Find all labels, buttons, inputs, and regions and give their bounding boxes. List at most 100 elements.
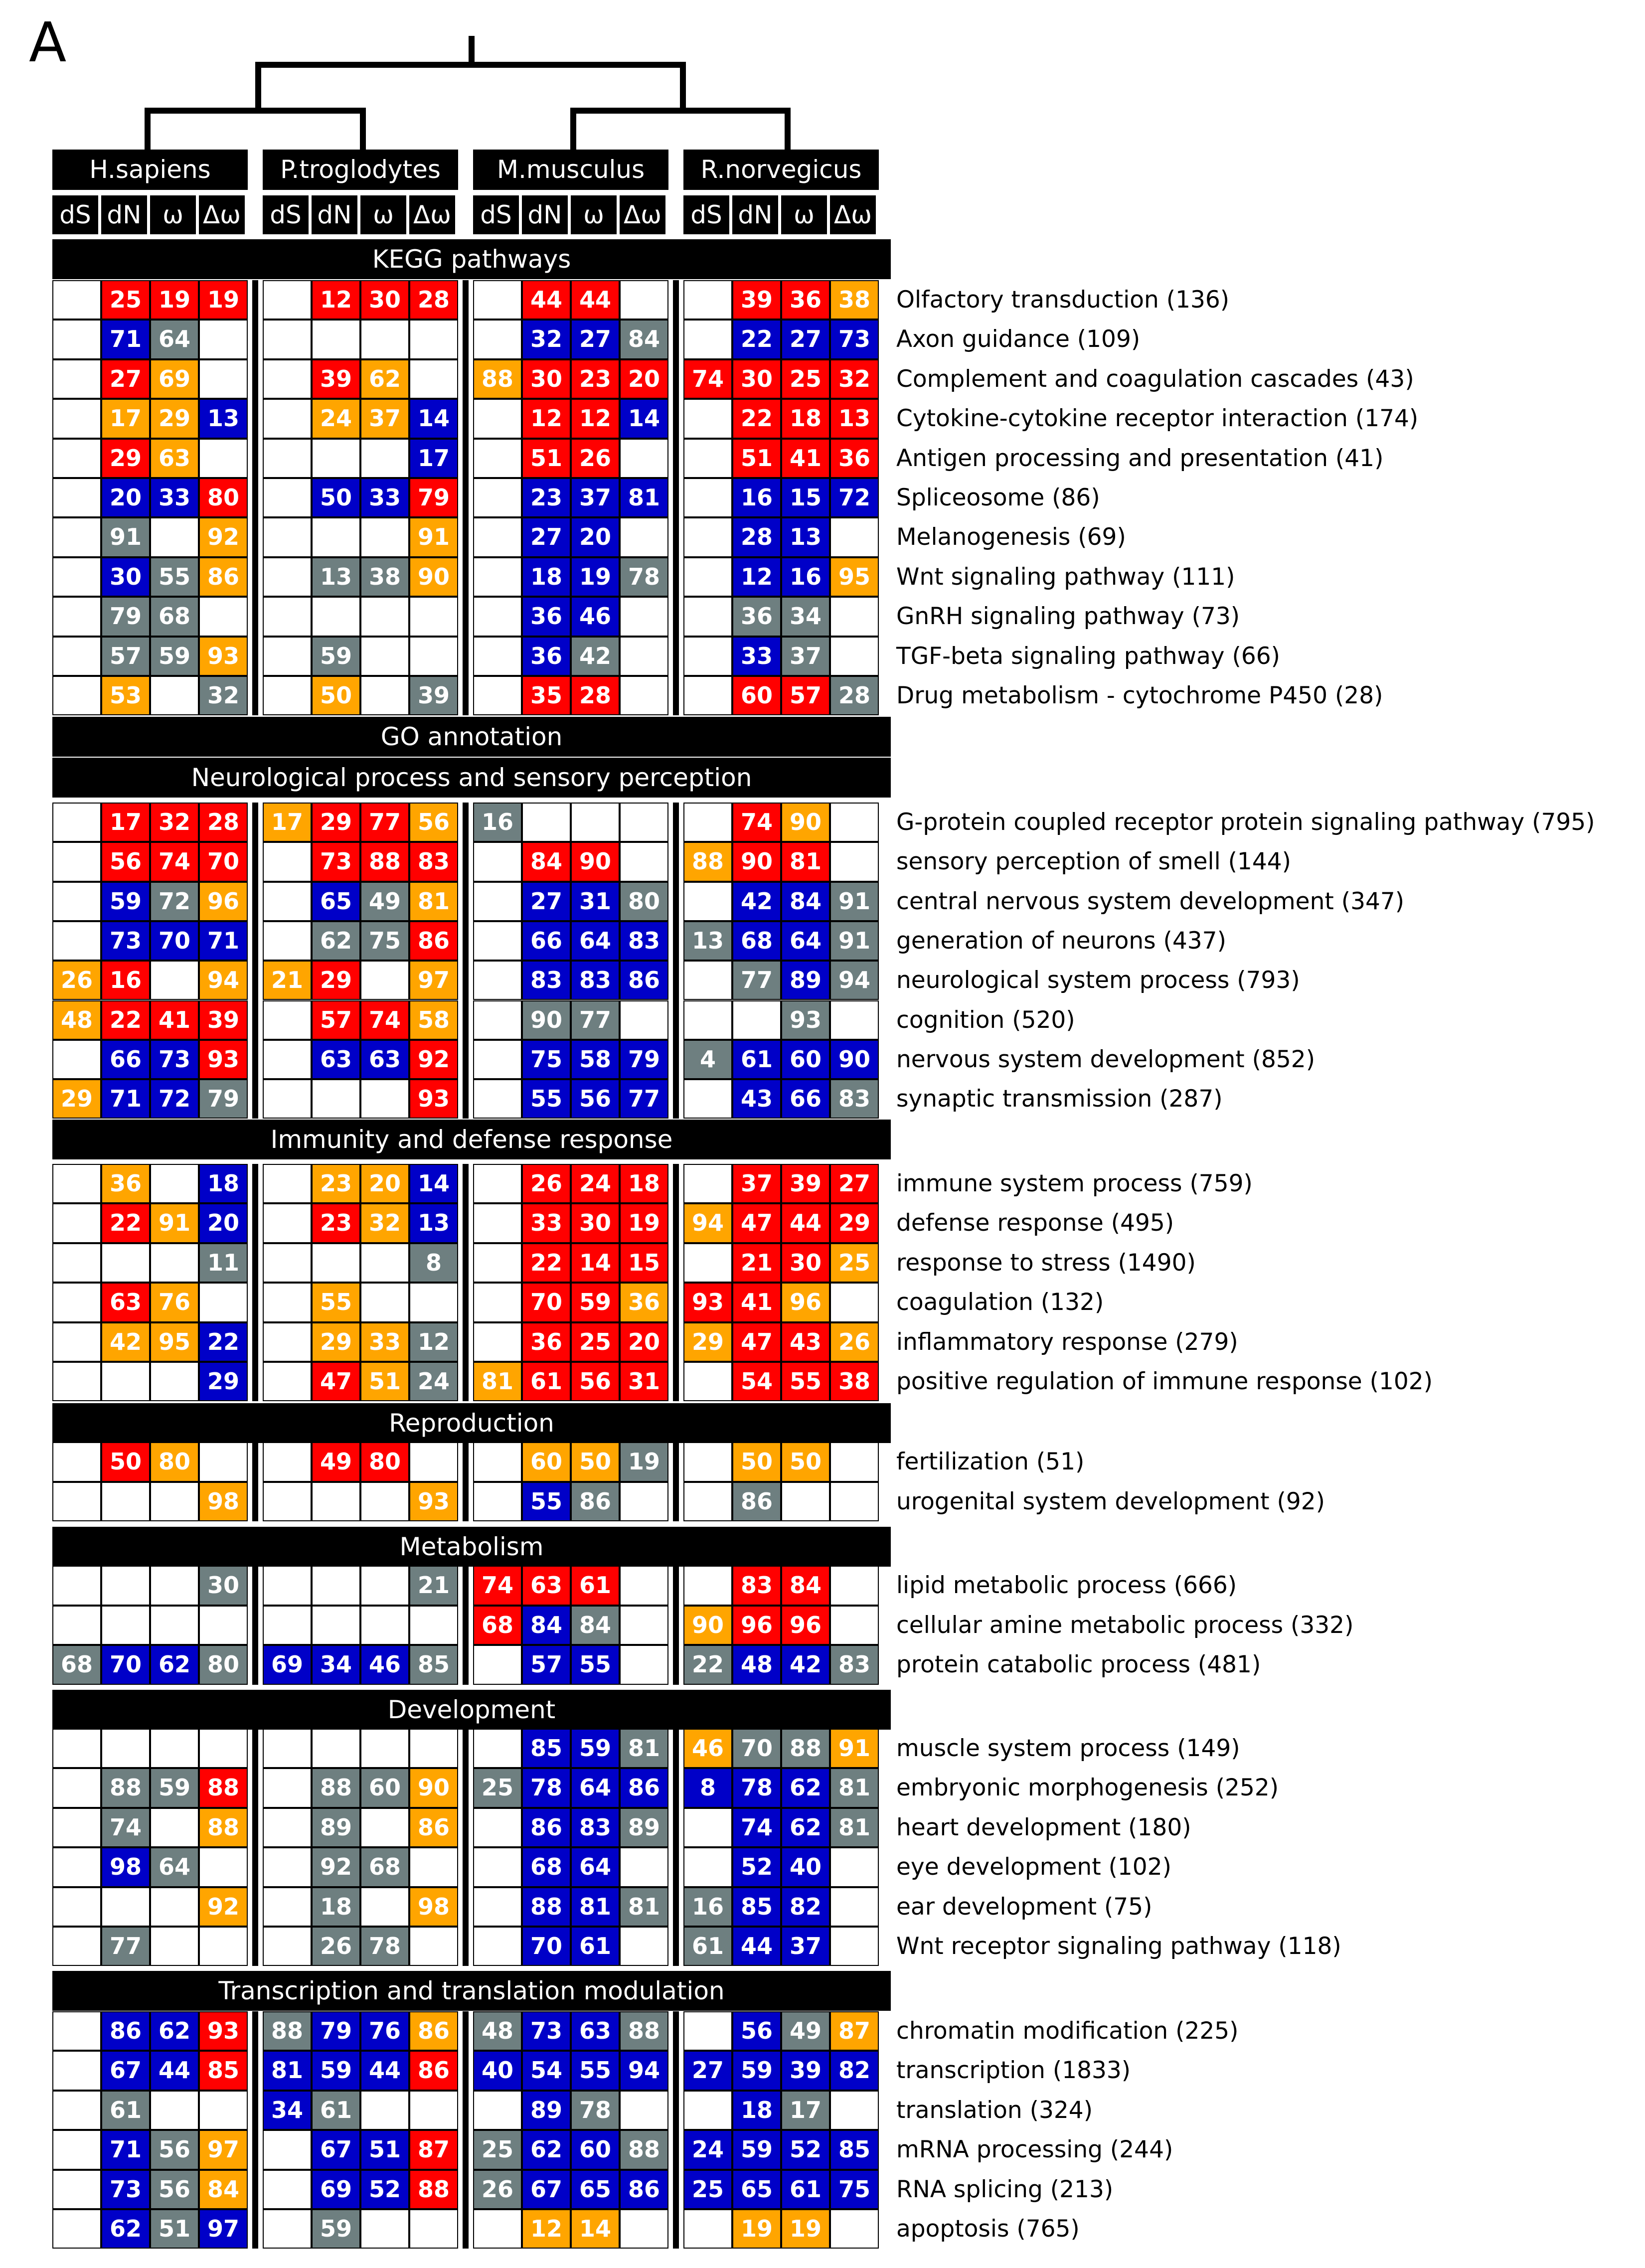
heatmap-cell: 74 xyxy=(732,803,781,842)
heatmap-cell: 72 xyxy=(150,1079,199,1119)
heatmap-cell: 81 xyxy=(781,842,830,882)
heatmap-cell: 60 xyxy=(522,1442,571,1482)
heatmap-cell: 91 xyxy=(101,517,150,557)
heatmap-cell xyxy=(52,438,101,478)
heatmap-cell: 91 xyxy=(409,517,458,557)
heatmap-cell: 92 xyxy=(312,1847,360,1887)
heatmap-cell: 26 xyxy=(522,1164,571,1204)
heatmap-cell: 81 xyxy=(830,1768,879,1808)
heatmap-cell xyxy=(150,1164,199,1204)
heatmap-cell xyxy=(473,1645,522,1685)
heatmap-cell xyxy=(683,517,732,557)
heatmap-cell: 88 xyxy=(683,842,732,882)
heatmap-cell: 51 xyxy=(150,2209,199,2249)
heatmap-cell xyxy=(620,2209,668,2249)
heatmap-cell: 71 xyxy=(101,1079,150,1119)
heatmap-cell xyxy=(263,2209,312,2249)
heatmap-cell: 30 xyxy=(781,1243,830,1283)
heatmap-cell xyxy=(52,1442,101,1482)
heatmap-cell xyxy=(150,1243,199,1283)
row-label: GnRH signaling pathway (73) xyxy=(896,603,1240,631)
heatmap-cell xyxy=(620,1566,668,1606)
heatmap-cell: 66 xyxy=(781,1079,830,1119)
heatmap-cell xyxy=(830,597,879,637)
heatmap-cell xyxy=(263,1079,312,1119)
species-separator xyxy=(252,1164,258,1402)
heatmap-cell xyxy=(571,803,620,842)
heatmap-cell: 37 xyxy=(732,1164,781,1204)
heatmap-cell xyxy=(150,1566,199,1606)
section-header: GO annotation xyxy=(52,717,891,757)
species-separator xyxy=(463,2011,469,2249)
heatmap-cell: 77 xyxy=(620,1079,668,1119)
heatmap-cell: 38 xyxy=(360,557,409,597)
heatmap-cell xyxy=(52,636,101,676)
heatmap-cell: 43 xyxy=(732,1079,781,1119)
heatmap-cell: 28 xyxy=(830,676,879,716)
column-header: Δω xyxy=(199,195,245,234)
heatmap-cell: 49 xyxy=(781,2011,830,2051)
heatmap-cell: 89 xyxy=(620,1807,668,1848)
heatmap-cell: 19 xyxy=(571,557,620,597)
heatmap-cell: 73 xyxy=(101,921,150,961)
heatmap-cell: 70 xyxy=(199,842,248,882)
heatmap-cell xyxy=(52,478,101,518)
heatmap-cell: 62 xyxy=(312,921,360,961)
heatmap-cell: 23 xyxy=(571,359,620,399)
heatmap-cell xyxy=(473,597,522,637)
heatmap-cell xyxy=(620,1481,668,1521)
heatmap-cell: 95 xyxy=(830,557,879,597)
heatmap-cell: 16 xyxy=(781,557,830,597)
heatmap-cell: 33 xyxy=(360,478,409,518)
heatmap-cell xyxy=(312,438,360,478)
heatmap-cell xyxy=(52,1807,101,1848)
heatmap-cell xyxy=(683,1243,732,1283)
heatmap-cell xyxy=(683,881,732,921)
heatmap-cell: 85 xyxy=(732,1887,781,1927)
heatmap-cell: 22 xyxy=(522,1243,571,1283)
heatmap-cell: 22 xyxy=(101,1203,150,1243)
heatmap-cell: 71 xyxy=(199,921,248,961)
heatmap-cell: 88 xyxy=(199,1807,248,1848)
heatmap-cell xyxy=(101,1566,150,1606)
row-label: fertilization (51) xyxy=(896,1448,1085,1475)
heatmap-cell: 34 xyxy=(781,597,830,637)
heatmap-cell xyxy=(473,1203,522,1243)
heatmap-cell: 37 xyxy=(571,478,620,518)
heatmap-cell: 78 xyxy=(571,2090,620,2130)
heatmap-cell: 60 xyxy=(732,676,781,716)
heatmap-cell xyxy=(620,1645,668,1685)
heatmap-cell: 36 xyxy=(522,597,571,637)
row-label: Wnt signaling pathway (111) xyxy=(896,563,1235,591)
heatmap-cell: 97 xyxy=(409,961,458,1000)
heatmap-cell xyxy=(732,1000,781,1040)
heatmap-cell: 14 xyxy=(620,399,668,439)
heatmap-cell: 12 xyxy=(522,2209,571,2249)
heatmap-cell xyxy=(620,2090,668,2130)
heatmap-cell xyxy=(263,1847,312,1887)
row-label: lipid metabolic process (666) xyxy=(896,1572,1237,1599)
heatmap-cell: 75 xyxy=(830,2169,879,2209)
heatmap-cell xyxy=(473,961,522,1000)
heatmap-cell: 18 xyxy=(199,1164,248,1204)
heatmap-cell: 46 xyxy=(360,1645,409,1685)
heatmap-cell: 83 xyxy=(830,1645,879,1685)
heatmap-cell xyxy=(360,597,409,637)
heatmap-cell xyxy=(52,1362,101,1402)
heatmap-cell: 42 xyxy=(571,636,620,676)
heatmap-cell: 51 xyxy=(360,1362,409,1402)
heatmap-cell: 52 xyxy=(781,2130,830,2170)
heatmap-cell xyxy=(620,676,668,716)
heatmap-cell xyxy=(199,438,248,478)
heatmap-cell xyxy=(101,1362,150,1402)
heatmap-cell: 67 xyxy=(522,2169,571,2209)
heatmap-cell: 81 xyxy=(409,881,458,921)
heatmap-cell: 19 xyxy=(781,2209,830,2249)
heatmap-cell: 30 xyxy=(732,359,781,399)
heatmap-cell: 96 xyxy=(781,1605,830,1645)
heatmap-cell xyxy=(473,399,522,439)
heatmap-cell: 52 xyxy=(360,2169,409,2209)
heatmap-cell xyxy=(683,961,732,1000)
species-separator xyxy=(252,2011,258,2249)
heatmap-cell xyxy=(360,1729,409,1769)
